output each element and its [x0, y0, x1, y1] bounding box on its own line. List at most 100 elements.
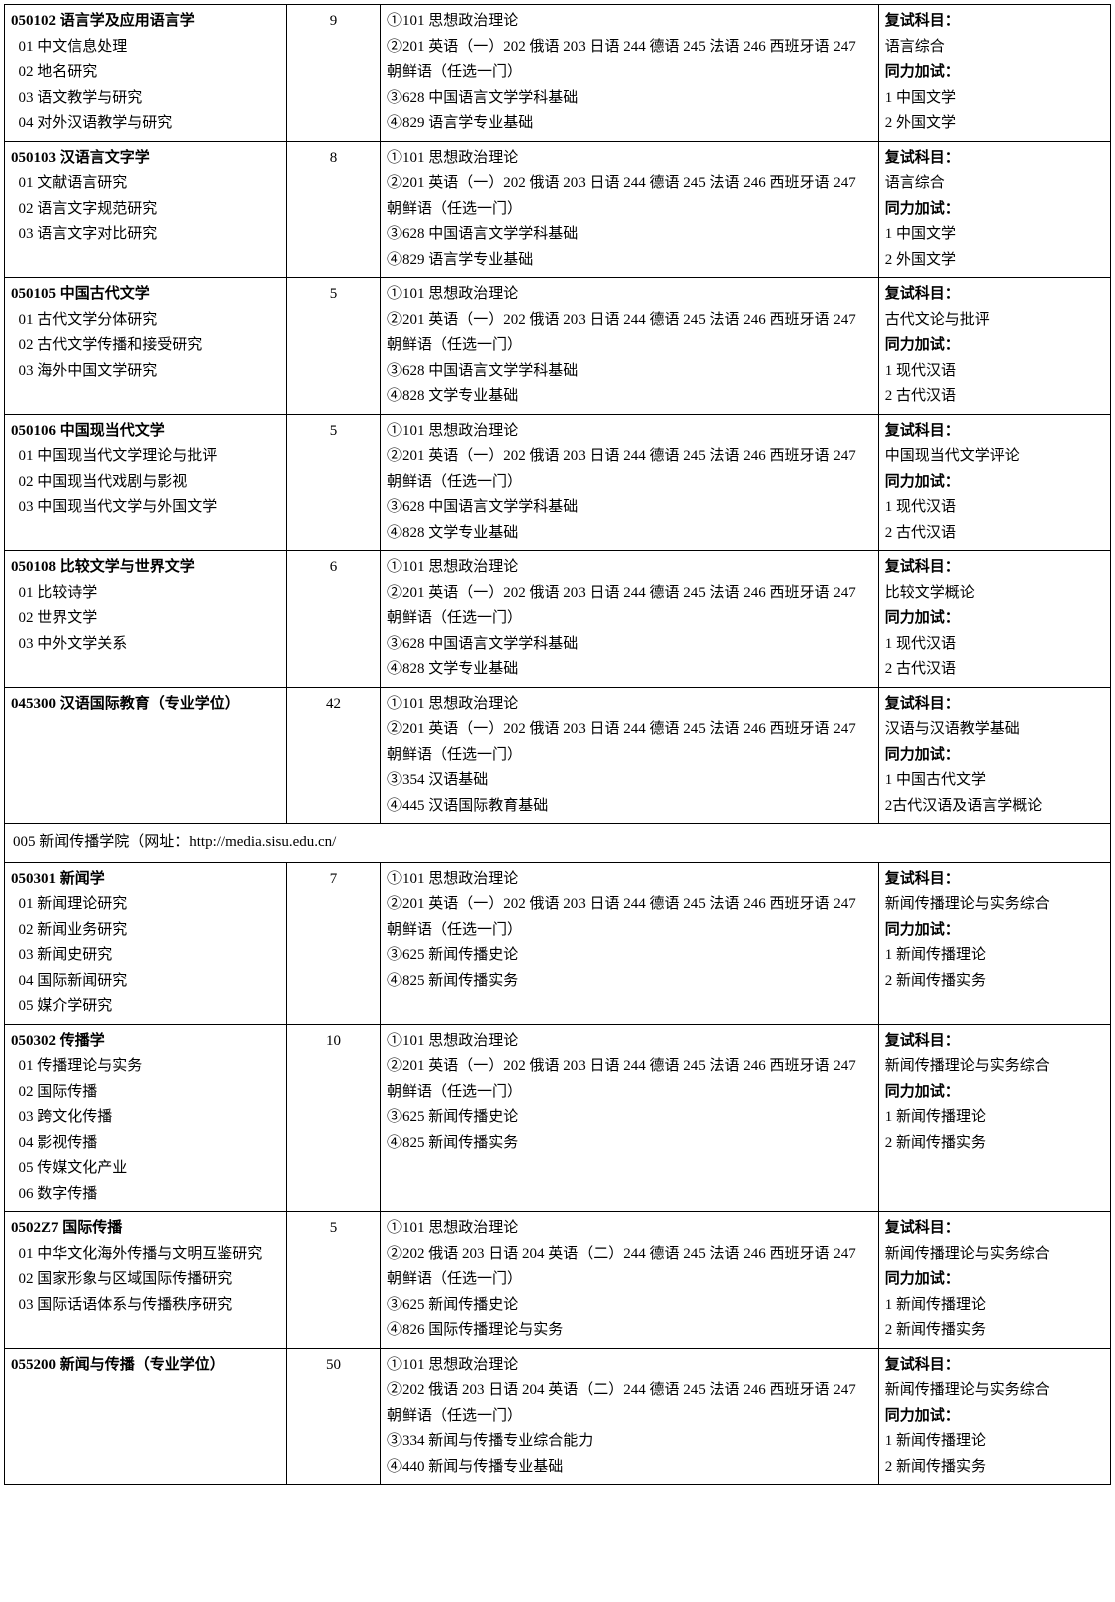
exam-line: ②202 俄语 203 日语 204 英语（二）244 德语 245 法语 24…: [387, 1378, 872, 1429]
exam-cell: ①101 思想政治理论②201 英语（一）202 俄语 203 日语 244 德…: [381, 687, 879, 824]
addon-item: 1 中国文学: [885, 86, 1104, 112]
exam-cell: ①101 思想政治理论②202 俄语 203 日语 204 英语（二）244 德…: [381, 1348, 879, 1485]
direction-item: 02 新闻业务研究: [11, 918, 280, 944]
addon-item: 1 现代汉语: [885, 359, 1104, 385]
quota-cell: 5: [287, 1212, 381, 1349]
direction-item: 02 中国现当代戏剧与影视: [11, 470, 280, 496]
direction-item: 05 媒介学研究: [11, 994, 280, 1020]
exam-cell: ①101 思想政治理论②201 英语（一）202 俄语 203 日语 244 德…: [381, 141, 879, 278]
table-row: 050103 汉语言文字学01 文献语言研究02 语言文字规范研究03 语言文字…: [5, 141, 1111, 278]
exam-line: ①101 思想政治理论: [387, 9, 872, 35]
table-row: 050102 语言学及应用语言学01 中文信息处理02 地名研究03 语文教学与…: [5, 5, 1111, 142]
retest-label: 复试科目：: [885, 146, 1104, 172]
retest-item: 中国现当代文学评论: [885, 444, 1104, 470]
exam-line: ①101 思想政治理论: [387, 555, 872, 581]
retest-label: 复试科目：: [885, 555, 1104, 581]
exam-line: ②201 英语（一）202 俄语 203 日语 244 德语 245 法语 24…: [387, 717, 872, 768]
retest-item: 语言综合: [885, 35, 1104, 61]
direction-item: 02 地名研究: [11, 60, 280, 86]
major-title: 050105 中国古代文学: [11, 282, 280, 308]
addon-item: 1 中国文学: [885, 222, 1104, 248]
direction-item: 03 国际话语体系与传播秩序研究: [11, 1293, 280, 1319]
retest-item: 新闻传播理论与实务综合: [885, 892, 1104, 918]
addon-item: 2 古代汉语: [885, 521, 1104, 547]
exam-line: ①101 思想政治理论: [387, 1353, 872, 1379]
direction-item: 03 中外文学关系: [11, 632, 280, 658]
quota-cell: 5: [287, 278, 381, 415]
notes-cell: 复试科目：语言综合同力加试：1 中国文学2 外国文学: [878, 141, 1110, 278]
addon-item: 2 新闻传播实务: [885, 1455, 1104, 1481]
major-title: 045300 汉语国际教育（专业学位）: [11, 692, 280, 718]
quota-cell: 50: [287, 1348, 381, 1485]
retest-label: 复试科目：: [885, 867, 1104, 893]
direction-item: 01 传播理论与实务: [11, 1054, 280, 1080]
exam-line: ③628 中国语言文学学科基础: [387, 495, 872, 521]
table-row: 055200 新闻与传播（专业学位） 50①101 思想政治理论②202 俄语 2…: [5, 1348, 1111, 1485]
exam-line: ③628 中国语言文学学科基础: [387, 86, 872, 112]
major-title: 050106 中国现当代文学: [11, 419, 280, 445]
addon-item: 2 新闻传播实务: [885, 969, 1104, 995]
direction-item: 01 新闻理论研究: [11, 892, 280, 918]
retest-label: 复试科目：: [885, 419, 1104, 445]
exam-line: ①101 思想政治理论: [387, 419, 872, 445]
quota-cell: 42: [287, 687, 381, 824]
exam-cell: ①101 思想政治理论②201 英语（一）202 俄语 203 日语 244 德…: [381, 1024, 879, 1212]
exam-line: ④826 国际传播理论与实务: [387, 1318, 872, 1344]
exam-line: ①101 思想政治理论: [387, 1216, 872, 1242]
table-row: 050106 中国现当代文学01 中国现当代文学理论与批评02 中国现当代戏剧与…: [5, 414, 1111, 551]
exam-line: ③625 新闻传播史论: [387, 1105, 872, 1131]
exam-line: ②201 英语（一）202 俄语 203 日语 244 德语 245 法语 24…: [387, 581, 872, 632]
addon-label: 同力加试：: [885, 470, 1104, 496]
major-title: 055200 新闻与传播（专业学位）: [11, 1353, 280, 1379]
exam-line: ②201 英语（一）202 俄语 203 日语 244 德语 245 法语 24…: [387, 444, 872, 495]
exam-line: ④825 新闻传播实务: [387, 1131, 872, 1157]
exam-line: ②201 英语（一）202 俄语 203 日语 244 德语 245 法语 24…: [387, 308, 872, 359]
direction-item: 05 传媒文化产业: [11, 1156, 280, 1182]
direction-item: 01 中华文化海外传播与文明互鉴研究: [11, 1242, 280, 1268]
addon-item: 1 现代汉语: [885, 495, 1104, 521]
exam-line: ③334 新闻与传播专业综合能力: [387, 1429, 872, 1455]
direction-item: 01 中国现当代文学理论与批评: [11, 444, 280, 470]
retest-item: 比较文学概论: [885, 581, 1104, 607]
quota-cell: 8: [287, 141, 381, 278]
exam-line: ③625 新闻传播史论: [387, 943, 872, 969]
retest-label: 复试科目：: [885, 1353, 1104, 1379]
exam-cell: ①101 思想政治理论②201 英语（一）202 俄语 203 日语 244 德…: [381, 5, 879, 142]
direction-item: 01 比较诗学: [11, 581, 280, 607]
addon-item: 2 新闻传播实务: [885, 1318, 1104, 1344]
notes-cell: 复试科目：汉语与汉语教学基础同力加试：1 中国古代文学2古代汉语及语言学概论: [878, 687, 1110, 824]
retest-label: 复试科目：: [885, 282, 1104, 308]
major-title: 0502Z7 国际传播: [11, 1216, 280, 1242]
direction-item: 03 中国现当代文学与外国文学: [11, 495, 280, 521]
notes-cell: 复试科目：新闻传播理论与实务综合同力加试：1 新闻传播理论2 新闻传播实务: [878, 1212, 1110, 1349]
direction-item: 04 对外汉语教学与研究: [11, 111, 280, 137]
section-header-cell: 005 新闻传播学院（网址：http://media.sisu.edu.cn/: [5, 824, 1111, 863]
quota-cell: 10: [287, 1024, 381, 1212]
addon-item: 1 现代汉语: [885, 632, 1104, 658]
major-title: 050103 汉语言文字学: [11, 146, 280, 172]
major-cell: 050302 传播学01 传播理论与实务02 国际传播03 跨文化传播04 影视…: [5, 1024, 287, 1212]
notes-cell: 复试科目：新闻传播理论与实务综合同力加试：1 新闻传播理论2 新闻传播实务: [878, 862, 1110, 1024]
exam-line: ③628 中国语言文学学科基础: [387, 222, 872, 248]
notes-cell: 复试科目：新闻传播理论与实务综合同力加试：1 新闻传播理论2 新闻传播实务: [878, 1024, 1110, 1212]
addon-item: 2 古代汉语: [885, 657, 1104, 683]
direction-item: 04 国际新闻研究: [11, 969, 280, 995]
exam-line: ③628 中国语言文学学科基础: [387, 359, 872, 385]
major-cell: 055200 新闻与传播（专业学位）: [5, 1348, 287, 1485]
exam-line: ②201 英语（一）202 俄语 203 日语 244 德语 245 法语 24…: [387, 171, 872, 222]
table-row: 050302 传播学01 传播理论与实务02 国际传播03 跨文化传播04 影视…: [5, 1024, 1111, 1212]
exam-line: ③354 汉语基础: [387, 768, 872, 794]
addon-item: 1 新闻传播理论: [885, 1429, 1104, 1455]
exam-line: ①101 思想政治理论: [387, 282, 872, 308]
retest-label: 复试科目：: [885, 1216, 1104, 1242]
addon-item: 2古代汉语及语言学概论: [885, 794, 1104, 820]
direction-item: 02 语言文字规范研究: [11, 197, 280, 223]
quota-cell: 5: [287, 414, 381, 551]
addon-item: 1 新闻传播理论: [885, 1105, 1104, 1131]
retest-item: 古代文论与批评: [885, 308, 1104, 334]
exam-line: ④829 语言学专业基础: [387, 248, 872, 274]
direction-item: 01 中文信息处理: [11, 35, 280, 61]
quota-cell: 7: [287, 862, 381, 1024]
table-row: 050108 比较文学与世界文学01 比较诗学02 世界文学03 中外文学关系6…: [5, 551, 1111, 688]
addon-label: 同力加试：: [885, 743, 1104, 769]
